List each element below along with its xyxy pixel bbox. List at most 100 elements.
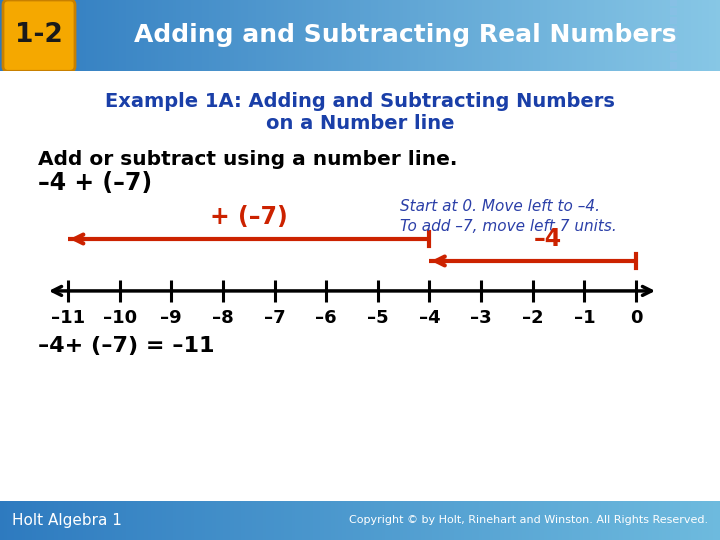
Bar — [61, 0, 66, 71]
Bar — [90, 0, 94, 71]
Bar — [180, 0, 184, 71]
Bar — [349, 501, 354, 540]
Bar — [536, 501, 541, 540]
Bar — [601, 0, 606, 71]
Bar — [18, 501, 22, 540]
Bar — [230, 501, 235, 540]
Bar — [173, 501, 177, 540]
Bar — [403, 0, 408, 71]
Bar — [716, 501, 720, 540]
Bar — [684, 501, 688, 540]
Bar — [40, 501, 44, 540]
Bar — [151, 0, 156, 71]
Bar — [288, 501, 292, 540]
Bar — [0, 501, 4, 540]
Bar — [641, 501, 645, 540]
Bar — [590, 0, 595, 71]
Bar — [29, 0, 33, 71]
Bar — [191, 0, 195, 71]
Bar — [68, 0, 73, 71]
Bar — [562, 501, 566, 540]
Bar — [670, 53, 677, 60]
Bar — [14, 501, 19, 540]
Bar — [558, 501, 562, 540]
Bar — [25, 0, 30, 71]
Text: –11: –11 — [51, 309, 85, 327]
Bar — [619, 501, 624, 540]
Bar — [522, 0, 526, 71]
Bar — [540, 501, 544, 540]
Bar — [317, 501, 321, 540]
Bar — [641, 0, 645, 71]
Bar — [320, 0, 325, 71]
Bar — [317, 0, 321, 71]
Bar — [367, 501, 372, 540]
Bar — [630, 0, 634, 71]
Bar — [547, 0, 552, 71]
Bar — [104, 501, 109, 540]
Bar — [76, 501, 80, 540]
Bar — [443, 0, 447, 71]
Bar — [209, 0, 213, 71]
Bar — [367, 0, 372, 71]
Bar — [396, 0, 400, 71]
Bar — [659, 501, 663, 540]
Bar — [454, 0, 458, 71]
Text: –10: –10 — [102, 309, 137, 327]
Bar — [648, 501, 652, 540]
Bar — [0, 0, 4, 71]
Bar — [184, 501, 188, 540]
Bar — [306, 0, 310, 71]
Bar — [670, 35, 677, 42]
Bar — [54, 501, 58, 540]
Bar — [4, 0, 8, 71]
Bar — [259, 0, 264, 71]
Bar — [356, 0, 361, 71]
Bar — [335, 501, 339, 540]
Bar — [151, 501, 156, 540]
Bar — [72, 0, 76, 71]
Bar — [436, 0, 440, 71]
Bar — [310, 0, 314, 71]
Bar — [227, 501, 231, 540]
Bar — [623, 0, 627, 71]
Bar — [140, 501, 145, 540]
Bar — [245, 501, 249, 540]
Bar — [223, 501, 228, 540]
Bar — [130, 0, 134, 71]
Bar — [90, 501, 94, 540]
Bar — [212, 501, 217, 540]
Bar — [436, 501, 440, 540]
Bar — [338, 501, 343, 540]
Bar — [702, 0, 706, 71]
Bar — [587, 501, 591, 540]
Bar — [374, 501, 379, 540]
Bar — [410, 0, 415, 71]
FancyBboxPatch shape — [3, 0, 75, 71]
Bar — [335, 0, 339, 71]
Bar — [166, 0, 170, 71]
Bar — [544, 0, 548, 71]
Bar — [241, 0, 246, 71]
Bar — [425, 501, 429, 540]
Bar — [421, 0, 426, 71]
Bar — [576, 501, 580, 540]
Text: on a Number line: on a Number line — [266, 114, 454, 133]
Bar — [414, 0, 418, 71]
Bar — [173, 0, 177, 71]
Bar — [277, 0, 282, 71]
Bar — [216, 501, 220, 540]
Bar — [256, 0, 260, 71]
Bar — [364, 0, 368, 71]
Bar — [601, 501, 606, 540]
Bar — [698, 0, 703, 71]
Bar — [29, 501, 33, 540]
Bar — [184, 0, 188, 71]
Bar — [504, 0, 508, 71]
Bar — [176, 0, 181, 71]
Bar — [248, 501, 253, 540]
Bar — [112, 501, 116, 540]
Bar — [680, 0, 685, 71]
Bar — [292, 501, 296, 540]
Bar — [598, 0, 602, 71]
